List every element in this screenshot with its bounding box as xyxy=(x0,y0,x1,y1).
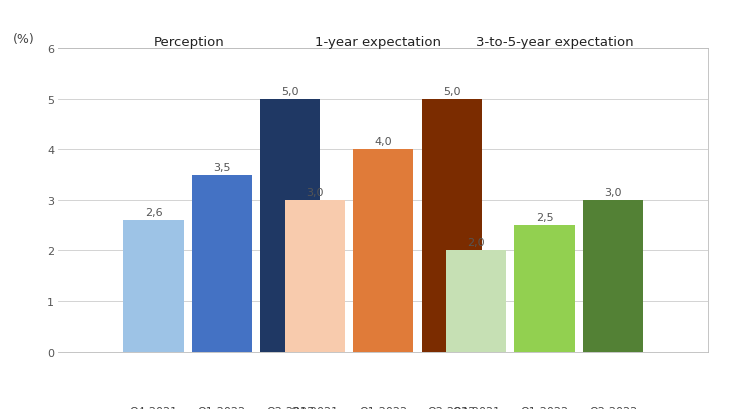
Bar xyxy=(192,175,252,352)
Text: 3,5: 3,5 xyxy=(213,162,231,172)
Bar xyxy=(515,226,575,352)
Text: 1-year expectation: 1-year expectation xyxy=(315,36,441,49)
Text: 2,0: 2,0 xyxy=(467,238,485,248)
Text: 3,0: 3,0 xyxy=(306,187,323,198)
Bar xyxy=(261,99,320,352)
Text: Q2-2022: Q2-2022 xyxy=(266,406,315,409)
Text: 5,0: 5,0 xyxy=(443,87,461,97)
Bar xyxy=(123,220,183,352)
Text: 2,6: 2,6 xyxy=(145,208,162,218)
Text: Q4-2021: Q4-2021 xyxy=(291,406,339,409)
Text: (%): (%) xyxy=(13,33,34,46)
Text: 3-to-5-year expectation: 3-to-5-year expectation xyxy=(476,36,634,49)
Text: Perception: Perception xyxy=(153,36,224,49)
Bar xyxy=(353,150,413,352)
Text: 4,0: 4,0 xyxy=(374,137,392,147)
Text: 5,0: 5,0 xyxy=(282,87,299,97)
Text: Q2-2022: Q2-2022 xyxy=(589,406,637,409)
Text: Q1-2022: Q1-2022 xyxy=(359,406,407,409)
Text: Q1-2022: Q1-2022 xyxy=(520,406,569,409)
Text: Q2-2022: Q2-2022 xyxy=(428,406,476,409)
Bar xyxy=(285,200,345,352)
Text: Q4-2021: Q4-2021 xyxy=(452,406,500,409)
Bar xyxy=(446,251,506,352)
Text: Q4-2021: Q4-2021 xyxy=(129,406,177,409)
Text: 3,0: 3,0 xyxy=(604,187,622,198)
Text: 2,5: 2,5 xyxy=(536,213,553,222)
Bar xyxy=(583,200,643,352)
Text: Q1-2022: Q1-2022 xyxy=(198,406,246,409)
Bar xyxy=(422,99,482,352)
